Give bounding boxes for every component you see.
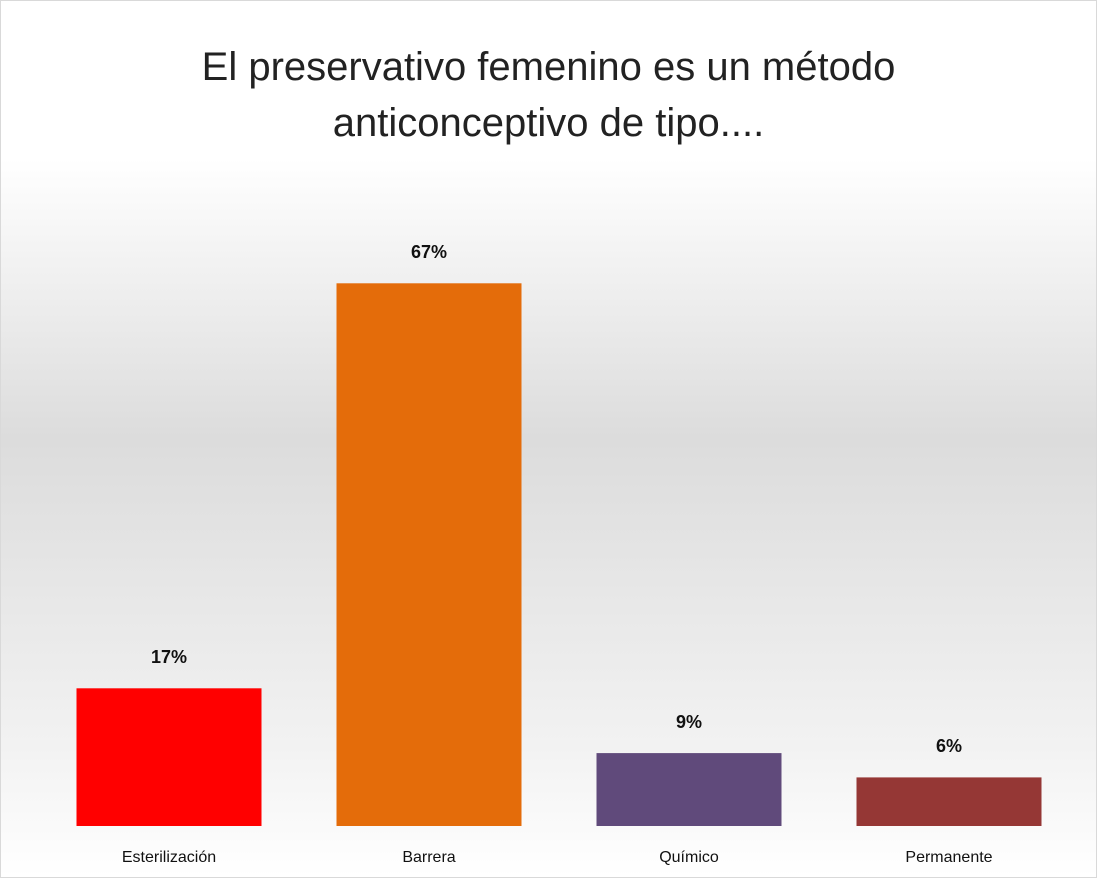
x-tick-label: Barrera [402, 849, 455, 866]
x-tick-label: Químico [659, 849, 719, 866]
value-label: 9% [676, 712, 702, 732]
x-tick-label: Esterilización [122, 849, 216, 866]
value-label: 17% [151, 647, 187, 667]
bar [856, 777, 1042, 826]
value-label: 6% [936, 736, 962, 756]
x-tick-label: Permanente [905, 849, 992, 866]
bar [76, 688, 262, 826]
bar [596, 753, 782, 826]
chart-title: El preservativo femenino es un método an… [201, 45, 896, 145]
value-label: 67% [411, 242, 447, 262]
bar [336, 283, 522, 826]
